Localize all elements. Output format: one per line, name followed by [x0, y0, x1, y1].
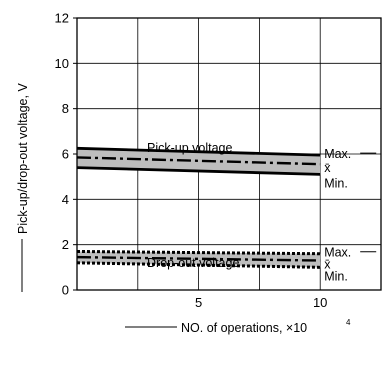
y-tick-label: 4 — [62, 192, 69, 207]
series-end-label: Max. — [324, 246, 351, 260]
x-axis-label: NO. of operations, ×10 — [181, 321, 307, 335]
series-lines — [76, 146, 321, 269]
pickup-mean-line — [76, 156, 321, 166]
x-tick-label: 5 — [195, 295, 202, 310]
pickup-band — [77, 148, 321, 175]
dropout-max-line — [76, 249, 321, 256]
series-end-label: Min. — [324, 269, 348, 283]
series-end-label: Max. — [324, 147, 351, 161]
x-axis-label-exponent: 4 — [346, 318, 351, 327]
y-tick-label: 12 — [55, 11, 69, 26]
y-tick-label: 10 — [55, 56, 69, 71]
dropout-mean-line — [76, 255, 321, 262]
x-axis-title: NO. of operations, ×10 4 — [125, 318, 351, 335]
pickup-max-line — [76, 146, 321, 157]
series-end-label: x̄ — [324, 258, 331, 272]
y-tick-label: 2 — [62, 237, 69, 252]
y-tick-label: 6 — [62, 147, 69, 162]
series-end-label: x̄ — [324, 161, 331, 175]
labels: Max.x̄Min.Max.x̄Min. — [324, 147, 377, 283]
dropout-min-line — [76, 261, 321, 269]
ticks: 0 2 4 6 8 10 12 5 10 — [55, 11, 328, 311]
group-label-pickup: Pick-up voltage — [147, 141, 233, 155]
series-end-label: Min. — [324, 176, 348, 190]
y-tick-label: 0 — [62, 283, 69, 298]
y-tick-label: 8 — [62, 101, 69, 116]
x-tick-label: 10 — [313, 295, 327, 310]
pickup-min-line — [76, 166, 321, 176]
y-axis-title: Pick-up/drop-out voltage, V — [16, 83, 30, 292]
y-axis-label: Pick-up/drop-out voltage, V — [16, 83, 30, 234]
group-label-dropout: Drop-out voltage — [147, 256, 239, 270]
